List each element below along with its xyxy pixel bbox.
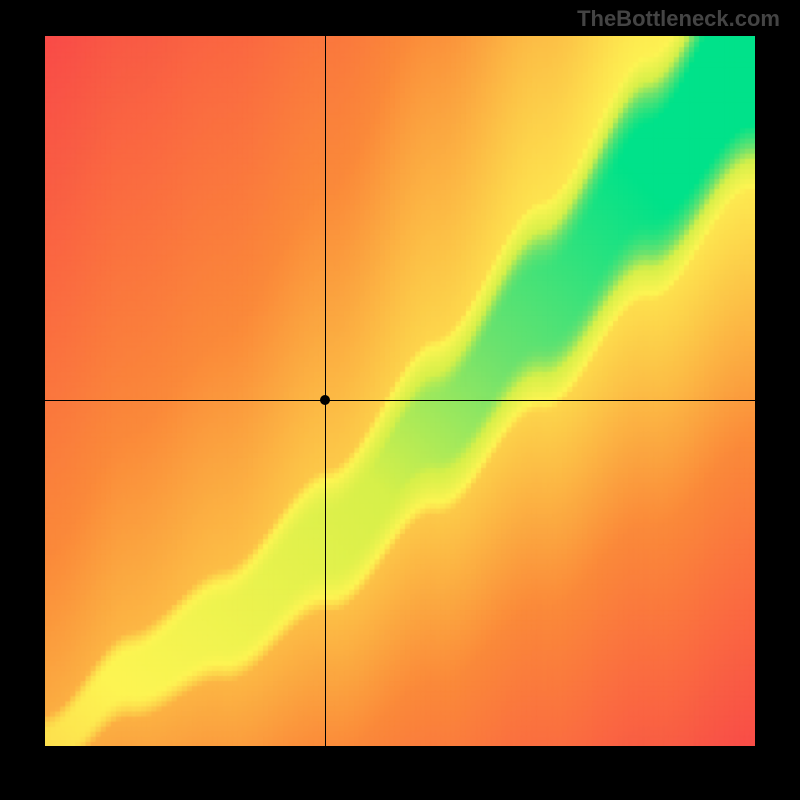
- plot-frame: [0, 0, 800, 800]
- crosshair-vertical: [325, 36, 326, 746]
- plot-area: [45, 36, 755, 746]
- watermark-text: TheBottleneck.com: [577, 6, 780, 32]
- marker-dot: [320, 395, 330, 405]
- crosshair-horizontal: [45, 400, 755, 401]
- heatmap-canvas: [45, 36, 755, 746]
